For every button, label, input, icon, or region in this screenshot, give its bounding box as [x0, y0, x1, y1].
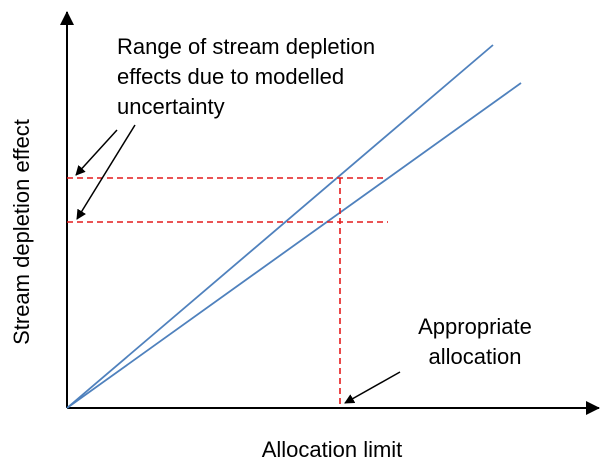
arrow [75, 129, 118, 176]
y-axis-label: Stream depletion effect [9, 119, 34, 345]
x-axis-label: Allocation limit [262, 437, 403, 462]
annotation: Range of stream depletion [117, 34, 375, 59]
annotation: uncertainty [117, 94, 225, 119]
lower-line [66, 82, 522, 409]
annotation: allocation [429, 344, 522, 369]
annotation: Appropriate [418, 314, 532, 339]
arrow [76, 124, 136, 220]
arrow [344, 371, 401, 404]
upper-line [66, 44, 494, 409]
annotation: effects due to modelled [117, 64, 344, 89]
